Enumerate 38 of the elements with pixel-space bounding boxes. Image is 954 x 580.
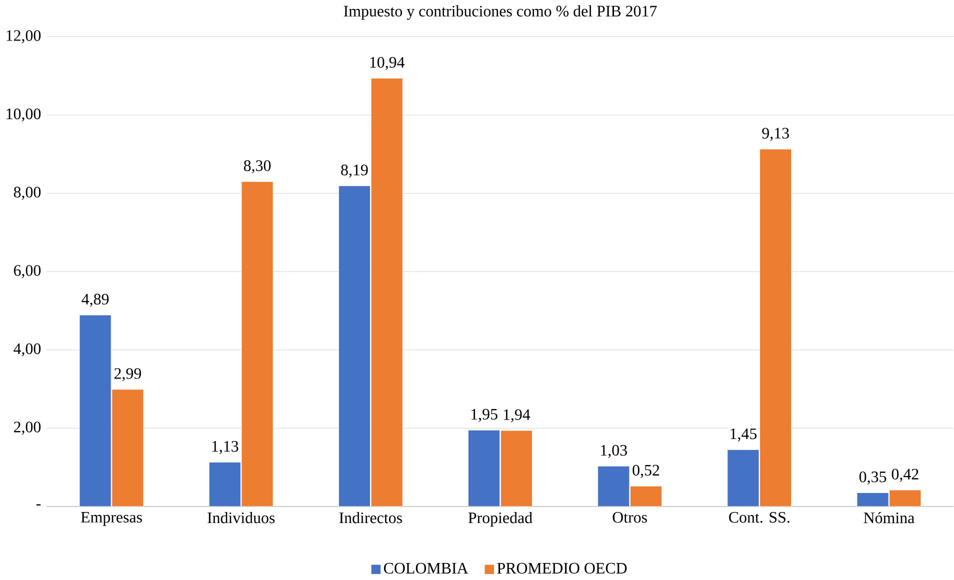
- y-tick-label: 6,00: [14, 264, 41, 278]
- bar: [630, 486, 662, 506]
- x-tick-label: Individuos: [208, 512, 275, 524]
- data-label: 10,94: [370, 56, 405, 70]
- x-tick-label: Propiedad: [468, 512, 532, 526]
- y-tick-label: 4,00: [14, 343, 41, 356]
- data-label: 2,99: [114, 368, 142, 382]
- x-tick-label: Cont. SS.: [729, 512, 790, 523]
- data-label: 1,45: [730, 428, 757, 442]
- data-label: 0,42: [892, 468, 918, 482]
- y-tick-label: 8,00: [14, 186, 41, 200]
- data-label: 1,13: [212, 440, 238, 454]
- bar: [500, 430, 532, 506]
- bar: [760, 148, 792, 506]
- data-label: 8,30: [244, 160, 271, 174]
- data-label: 9,13: [762, 128, 789, 141]
- y-tick-label: 12,00: [6, 30, 41, 44]
- x-tick-label: Otros: [612, 512, 647, 523]
- data-label: 8,19: [341, 164, 368, 178]
- y-tick-label: -: [36, 504, 41, 506]
- bar: [889, 490, 922, 506]
- x-tick-label: Nómina: [864, 512, 914, 524]
- data-label: 4,89: [82, 294, 109, 307]
- x-tick-label: Indirectos: [339, 512, 402, 524]
- data-label: 1,03: [601, 444, 627, 458]
- data-label: 0,52: [632, 464, 660, 478]
- bar: [370, 78, 403, 506]
- data-label: 1,94: [504, 409, 530, 422]
- bar: [112, 388, 144, 506]
- chart-title: Impuesto y contribuciones como % del PIB 2017: [344, 5, 657, 20]
- bar: [241, 181, 274, 506]
- y-tick-label: 10,00: [6, 108, 41, 122]
- data-label: 0,35: [859, 471, 886, 484]
- data-label: 1,95: [471, 408, 498, 422]
- y-tick-label: 2,00: [14, 421, 41, 434]
- legend-label: COLOMBIA: [384, 562, 468, 574]
- legend-label: PROMEDIO OECD: [497, 562, 627, 574]
- x-tick-label: Empresas: [80, 512, 142, 526]
